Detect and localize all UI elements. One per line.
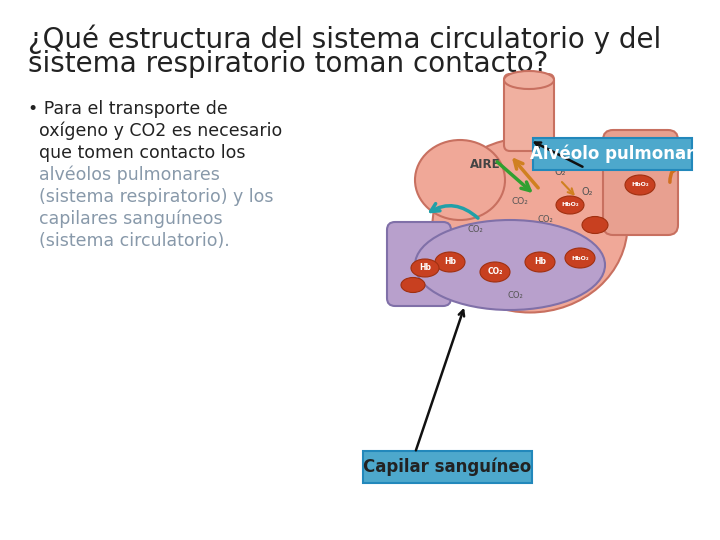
Text: • Para el transporte de: • Para el transporte de xyxy=(28,100,228,118)
Ellipse shape xyxy=(411,259,439,277)
Text: CO₂: CO₂ xyxy=(487,267,503,276)
Ellipse shape xyxy=(525,252,555,272)
Text: CO₂: CO₂ xyxy=(507,291,523,300)
Ellipse shape xyxy=(582,217,608,233)
Text: sistema respiratorio toman contacto?: sistema respiratorio toman contacto? xyxy=(28,50,549,78)
Ellipse shape xyxy=(504,71,554,89)
Text: (sistema respiratorio) y los: (sistema respiratorio) y los xyxy=(28,188,274,206)
Text: Alvéolo pulmonar: Alvéolo pulmonar xyxy=(531,145,695,163)
FancyBboxPatch shape xyxy=(533,138,692,170)
Ellipse shape xyxy=(556,196,584,214)
Text: que tomen contacto los: que tomen contacto los xyxy=(28,144,246,162)
Text: (sistema circulatorio).: (sistema circulatorio). xyxy=(28,232,230,250)
FancyBboxPatch shape xyxy=(363,451,532,483)
Text: O₂: O₂ xyxy=(554,167,566,177)
Text: Capilar sanguíneo: Capilar sanguíneo xyxy=(364,458,531,476)
Text: CO₂: CO₂ xyxy=(467,226,483,234)
Text: Hb: Hb xyxy=(534,258,546,267)
Ellipse shape xyxy=(401,278,425,293)
Text: capilares sanguíneos: capilares sanguíneos xyxy=(28,210,222,228)
Ellipse shape xyxy=(435,252,465,272)
FancyBboxPatch shape xyxy=(387,222,451,306)
Ellipse shape xyxy=(415,220,605,310)
FancyBboxPatch shape xyxy=(603,130,678,235)
Ellipse shape xyxy=(415,140,505,220)
Text: alvéolos pulmonares: alvéolos pulmonares xyxy=(28,166,220,185)
Text: HbO₂: HbO₂ xyxy=(561,202,579,207)
Ellipse shape xyxy=(565,248,595,268)
Text: oxígeno y CO2 es necesario: oxígeno y CO2 es necesario xyxy=(28,122,282,140)
Text: AIRE: AIRE xyxy=(469,159,500,172)
FancyBboxPatch shape xyxy=(504,74,554,151)
Text: Hb: Hb xyxy=(444,258,456,267)
Text: Hb: Hb xyxy=(419,264,431,273)
Ellipse shape xyxy=(433,138,628,313)
Text: CO₂: CO₂ xyxy=(537,215,553,225)
Text: HbO₂: HbO₂ xyxy=(631,183,649,187)
Text: ¿Qué estructura del sistema circulatorio y del: ¿Qué estructura del sistema circulatorio… xyxy=(28,25,661,55)
Ellipse shape xyxy=(625,175,655,195)
Text: O₂: O₂ xyxy=(581,187,593,197)
Text: HbO₂: HbO₂ xyxy=(571,255,589,260)
Text: CO₂: CO₂ xyxy=(512,198,528,206)
Ellipse shape xyxy=(480,262,510,282)
